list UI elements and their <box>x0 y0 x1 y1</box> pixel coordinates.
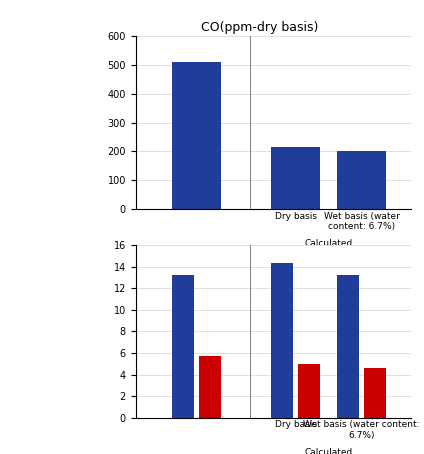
Bar <box>172 275 194 418</box>
Bar <box>198 356 220 418</box>
Bar <box>271 263 293 418</box>
Bar <box>338 275 360 418</box>
Bar <box>171 62 221 209</box>
Title: CO(ppm-dry basis): CO(ppm-dry basis) <box>201 21 318 34</box>
Bar <box>337 151 386 209</box>
Bar <box>271 147 320 209</box>
Text: Calculated: Calculated <box>304 448 353 454</box>
Text: SPECIES: SPECIES <box>252 267 295 277</box>
Bar <box>298 364 320 418</box>
Text: Experimental (dry basis): Experimental (dry basis) <box>141 248 252 257</box>
Text: Calculated: Calculated <box>304 239 353 248</box>
Bar <box>364 368 386 418</box>
